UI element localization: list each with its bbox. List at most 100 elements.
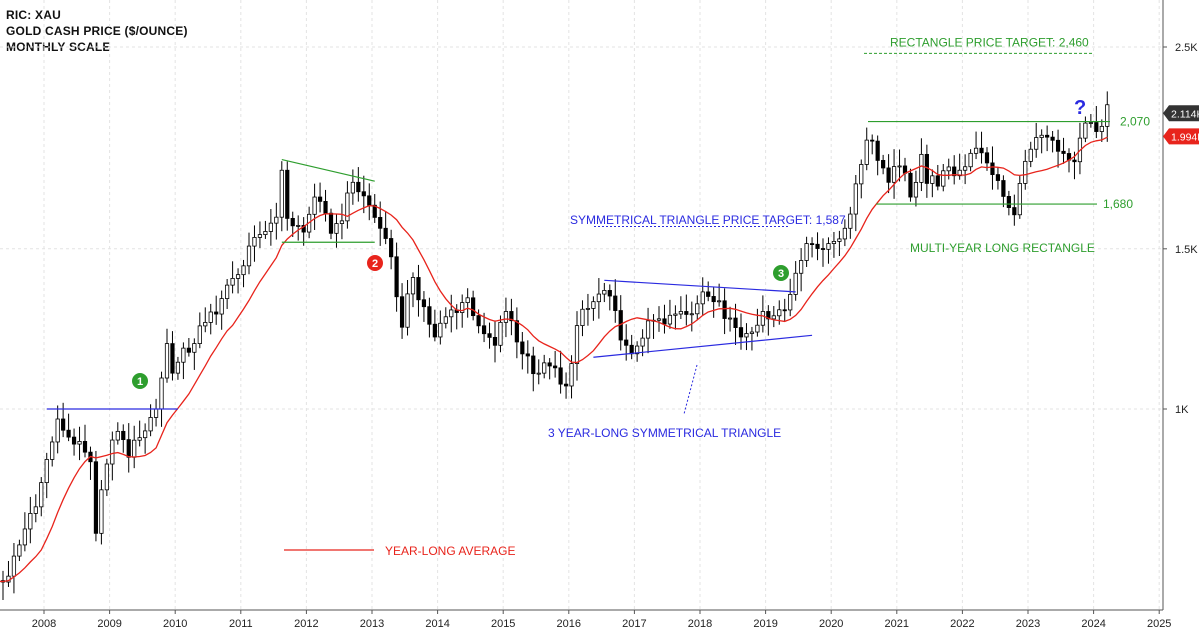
x-tick-label: 2024 bbox=[1081, 618, 1105, 630]
candle-body bbox=[1072, 159, 1077, 163]
candle-body bbox=[799, 260, 804, 274]
last-price-badge-bg bbox=[1163, 105, 1199, 122]
candle-body bbox=[667, 314, 673, 325]
candle-body bbox=[749, 331, 755, 334]
candle-body bbox=[542, 362, 547, 374]
candle-body bbox=[492, 336, 498, 346]
candle-body bbox=[416, 277, 421, 301]
candle-body bbox=[558, 367, 563, 385]
candle-body bbox=[104, 463, 109, 491]
candle-body bbox=[531, 355, 536, 375]
x-tick-label: 2013 bbox=[360, 618, 384, 630]
candle-body bbox=[361, 191, 366, 197]
candle-body bbox=[563, 383, 569, 387]
candle-body bbox=[383, 227, 388, 239]
candle-body bbox=[656, 318, 662, 321]
candle-body bbox=[788, 294, 793, 311]
candle-body bbox=[613, 295, 618, 311]
candle-body bbox=[678, 311, 683, 315]
candle-body bbox=[153, 408, 159, 418]
ma-legend-label: YEAR-LONG AVERAGE bbox=[385, 544, 515, 558]
candle-body bbox=[842, 227, 847, 240]
candle-body bbox=[930, 175, 935, 184]
candle-body bbox=[460, 302, 465, 313]
candle-body bbox=[186, 347, 191, 353]
candle-body bbox=[722, 300, 727, 319]
candle-body bbox=[399, 296, 405, 328]
candle-body bbox=[181, 347, 186, 363]
candle-body bbox=[225, 284, 230, 299]
candle-body bbox=[853, 183, 858, 215]
candle-body bbox=[963, 166, 968, 171]
candle-body bbox=[662, 318, 667, 325]
candle-body bbox=[274, 216, 279, 224]
candle-body bbox=[82, 441, 88, 453]
candle-body bbox=[405, 293, 410, 328]
candle-body bbox=[859, 164, 864, 185]
x-tick-label: 2009 bbox=[97, 618, 121, 630]
candle-body bbox=[498, 321, 503, 346]
candle-body bbox=[230, 278, 235, 286]
candle-body bbox=[389, 238, 394, 258]
badge-3-label: 3 bbox=[778, 268, 784, 280]
candle-body bbox=[1001, 180, 1006, 197]
candle-body bbox=[919, 153, 924, 183]
candle-body bbox=[410, 277, 416, 295]
candle-body bbox=[525, 353, 530, 357]
candle-body bbox=[640, 337, 645, 347]
candle-body bbox=[312, 196, 317, 215]
candle-body bbox=[881, 160, 886, 169]
x-tick-label: 2015 bbox=[491, 618, 515, 630]
candle-body bbox=[148, 417, 153, 432]
level-2070-label: 2,070 bbox=[1120, 115, 1150, 129]
ma-price-badge-bg bbox=[1163, 128, 1199, 145]
candle-body bbox=[1050, 136, 1055, 141]
x-tick-label: 2022 bbox=[950, 618, 974, 630]
candle-body bbox=[744, 333, 749, 338]
level-1680-label: 1,680 bbox=[1103, 197, 1133, 211]
candle-body bbox=[569, 363, 574, 387]
candle-body bbox=[968, 152, 973, 168]
candle-body bbox=[897, 165, 902, 168]
candle-body bbox=[990, 162, 995, 175]
candle-body bbox=[214, 311, 219, 315]
candle-body bbox=[339, 220, 345, 224]
x-tick-label: 2016 bbox=[557, 618, 581, 630]
candle-body bbox=[984, 152, 990, 164]
candle-body bbox=[700, 291, 705, 305]
candle-body bbox=[170, 343, 175, 374]
badge-2-circle bbox=[367, 255, 383, 271]
candle-body bbox=[481, 325, 487, 335]
candle-body bbox=[782, 309, 787, 312]
triangle-upper bbox=[604, 279, 796, 293]
candle-body bbox=[372, 204, 377, 218]
chart-scale: MONTHLY SCALE bbox=[6, 40, 111, 54]
x-tick-label: 2020 bbox=[819, 618, 843, 630]
candle-body bbox=[684, 311, 689, 315]
badge-1-circle bbox=[132, 373, 148, 389]
candle-body bbox=[727, 317, 733, 320]
candle-body bbox=[591, 301, 596, 309]
chart-title: GOLD CASH PRICE ($/OUNCE) bbox=[6, 24, 188, 38]
candle-body bbox=[913, 181, 919, 198]
candle-body bbox=[203, 322, 208, 327]
candle-body bbox=[121, 430, 126, 441]
badge-3-circle bbox=[773, 265, 789, 281]
candle-body bbox=[143, 430, 148, 439]
candle-body bbox=[695, 303, 700, 315]
candle-body bbox=[733, 317, 738, 328]
candle-body bbox=[55, 418, 60, 443]
candle-body bbox=[520, 341, 525, 355]
candle-body bbox=[1028, 148, 1033, 162]
candle-body bbox=[285, 169, 290, 219]
candle-body bbox=[219, 298, 224, 315]
candle-body bbox=[706, 291, 711, 297]
candle-body bbox=[208, 311, 213, 323]
candle-body bbox=[645, 320, 651, 339]
y-tick-label: 1.5K bbox=[1175, 244, 1198, 256]
candle-body bbox=[356, 181, 361, 193]
candle-body bbox=[476, 315, 481, 327]
resistance-2011 bbox=[281, 159, 375, 182]
